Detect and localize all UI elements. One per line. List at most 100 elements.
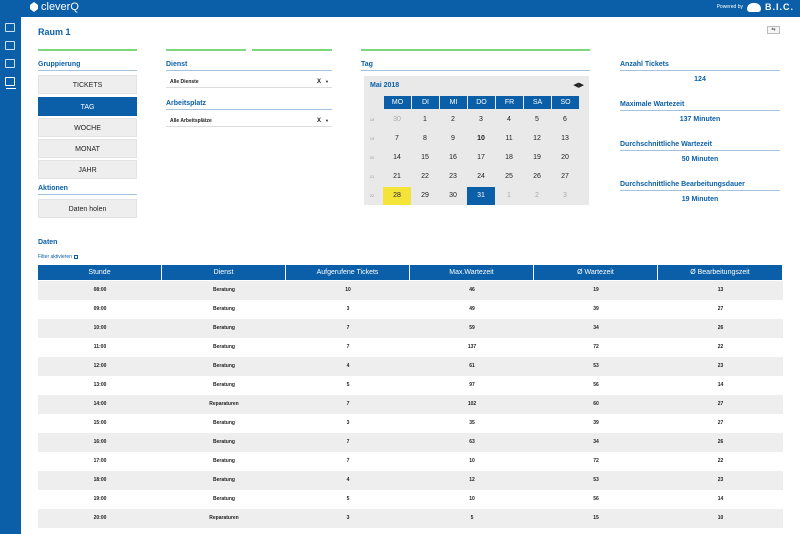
grouping-year-button[interactable]: JAHR <box>38 160 137 179</box>
calendar-day[interactable]: 8 <box>423 135 427 142</box>
table-cell: 5 <box>346 496 350 502</box>
calendar-day[interactable]: 4 <box>507 116 511 123</box>
calendar-day[interactable]: 16 <box>449 154 457 161</box>
service-select[interactable]: Alle Dienste X ▼ <box>166 76 332 88</box>
calendar-day[interactable]: 7 <box>395 135 399 142</box>
calendar-day[interactable]: 25 <box>505 173 513 180</box>
table-cell: 72 <box>593 344 599 350</box>
table-row[interactable]: 14:00 Reparaturen 7 102 60 27 <box>38 395 783 414</box>
calendar-day[interactable]: 1 <box>423 116 427 123</box>
table-row[interactable]: 20:00 Reparaturen 3 5 15 10 <box>38 509 783 528</box>
table-cell: 15:00 <box>93 420 107 426</box>
table-row[interactable]: 17:00 Beratung 7 10 72 22 <box>38 452 783 471</box>
table-cell: 4 <box>346 477 350 483</box>
calendar-day[interactable]: 10 <box>477 135 485 142</box>
table-row[interactable]: 16:00 Beratung 7 63 34 26 <box>38 433 783 452</box>
calendar-day[interactable]: 21 <box>393 173 401 180</box>
table-cell: 59 <box>469 325 475 331</box>
chevron-down-icon[interactable]: ▼ <box>325 118 329 123</box>
column-header[interactable]: Aufgerufene Tickets <box>286 265 409 280</box>
table-row[interactable]: 11:00 Beratung 7 137 72 22 <box>38 338 783 357</box>
workplace-select[interactable]: Alle Arbeitsplätze X ▼ <box>166 115 332 127</box>
calendar-day[interactable]: 11 <box>505 135 513 142</box>
filter-label: Filter aktivieren <box>38 254 72 260</box>
calendar-day[interactable]: 15 <box>421 154 429 161</box>
column-header[interactable]: Ø Wartezeit <box>534 265 657 280</box>
table-cell: 4 <box>346 363 350 369</box>
table-cell: 14 <box>717 496 724 502</box>
calendar-day[interactable]: 20 <box>561 154 569 161</box>
table-row[interactable]: 15:00 Beratung 3 35 39 27 <box>38 414 783 433</box>
ticket-count-value: 124 <box>694 76 706 83</box>
calendar-day[interactable]: 1 <box>507 192 511 199</box>
calendar-day[interactable]: 28 <box>383 187 411 205</box>
calendar-day[interactable]: 26 <box>533 173 541 180</box>
table-row[interactable]: 08:00 Beratung 10 46 19 13 <box>38 281 783 300</box>
divider <box>361 70 590 71</box>
calendar-day[interactable]: 27 <box>561 173 569 180</box>
filter-toggle[interactable]: Filter aktivieren <box>38 254 78 260</box>
statistics-icon[interactable] <box>5 77 16 89</box>
week-number: 19 <box>369 136 375 141</box>
calendar-day[interactable]: 30 <box>393 116 401 123</box>
calendar-day[interactable]: 14 <box>393 154 401 161</box>
next-month-icon[interactable]: ▶ <box>578 82 584 89</box>
calendar-day[interactable]: 6 <box>563 116 567 123</box>
avg-processing-label: Durchschnittliche Bearbeitungsdauer <box>620 181 745 188</box>
calendar-day[interactable]: 24 <box>477 173 485 180</box>
accent-line <box>166 49 246 51</box>
divider <box>38 70 137 71</box>
weekday-header: DI <box>412 96 439 109</box>
calendar-day[interactable]: 30 <box>449 192 457 199</box>
calendar-day[interactable]: 17 <box>477 154 485 161</box>
calendar-icon[interactable] <box>5 59 15 68</box>
grouping-week-button[interactable]: WOCHE <box>38 118 137 137</box>
fetch-data-button[interactable]: Daten holen <box>38 199 137 218</box>
grouping-tickets-button[interactable]: TICKETS <box>38 75 137 94</box>
table-cell: Beratung <box>213 363 235 369</box>
table-row[interactable]: 12:00 Beratung 4 61 53 23 <box>38 357 783 376</box>
clear-icon[interactable]: X <box>316 79 321 85</box>
clear-icon[interactable]: X <box>316 118 321 124</box>
calendar-day[interactable]: 3 <box>563 192 567 199</box>
column-header[interactable]: Ø Bearbeitungszeit <box>658 265 782 280</box>
monitor-icon[interactable] <box>5 23 15 32</box>
column-header[interactable]: Dienst <box>162 265 285 280</box>
calendar-day[interactable]: 18 <box>505 154 513 161</box>
calendar-day[interactable]: 19 <box>533 154 541 161</box>
calendar-day[interactable]: 29 <box>421 192 429 199</box>
table-header: Stunde Dienst Aufgerufene Tickets Max.Warte… <box>38 265 783 280</box>
column-header[interactable]: Max.Wartezeit <box>410 265 533 280</box>
weekday-header: MI <box>440 96 467 109</box>
calendar-day[interactable]: 5 <box>535 116 539 123</box>
table-cell: 16:00 <box>93 439 107 445</box>
table-cell: 56 <box>593 496 599 502</box>
grouping-day-button[interactable]: TAG <box>38 97 137 116</box>
table-row[interactable]: 10:00 Beratung 7 59 34 26 <box>38 319 783 338</box>
table-row[interactable]: 09:00 Beratung 3 49 39 27 <box>38 300 783 319</box>
divider <box>620 70 780 71</box>
prev-month-icon[interactable]: ◀ <box>573 82 578 89</box>
calendar-day[interactable]: 23 <box>449 173 457 180</box>
collapse-button[interactable]: ⇆ <box>767 26 780 34</box>
table-row[interactable]: 19:00 Beratung 5 10 56 14 <box>38 490 783 509</box>
table-row[interactable]: 18:00 Beratung 4 12 53 23 <box>38 471 783 490</box>
table-cell: 7 <box>346 325 350 331</box>
table-row[interactable]: 13:00 Beratung 5 97 56 14 <box>38 376 783 395</box>
column-header[interactable]: Stunde <box>38 265 161 280</box>
table-cell: 10 <box>469 458 475 464</box>
calendar-day[interactable]: 31 <box>467 187 495 205</box>
calendar-day[interactable]: 13 <box>561 135 569 142</box>
table-cell: 3 <box>346 420 350 426</box>
calendar-day[interactable]: 12 <box>533 135 541 142</box>
max-wait-value: 137 Minuten <box>679 116 721 123</box>
calendar-day[interactable]: 2 <box>451 116 455 123</box>
calendar-day[interactable]: 9 <box>451 135 455 142</box>
chevron-down-icon[interactable]: ▼ <box>325 79 329 84</box>
calendar-day[interactable]: 22 <box>421 173 429 180</box>
grouping-month-button[interactable]: MONAT <box>38 139 137 158</box>
calendar-day[interactable]: 3 <box>479 116 483 123</box>
filter-checkbox[interactable] <box>73 255 78 259</box>
list-icon[interactable] <box>5 41 15 50</box>
calendar-day[interactable]: 2 <box>535 192 539 199</box>
